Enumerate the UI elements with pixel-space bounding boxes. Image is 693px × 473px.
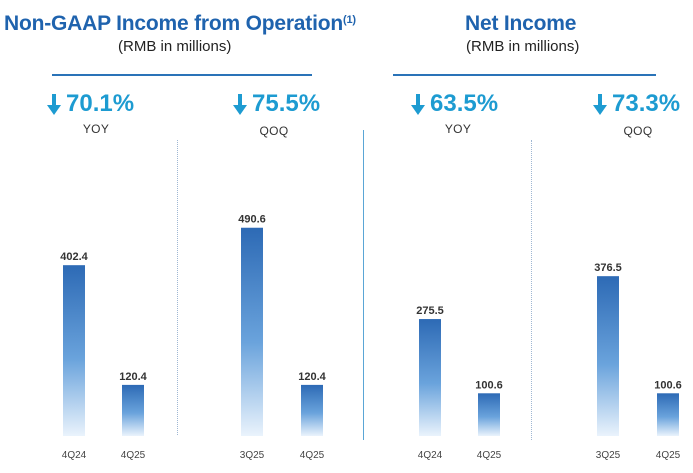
category-label: 3Q25	[240, 450, 265, 461]
qoq-change-net-income: 73.3%	[592, 90, 680, 118]
yoy-change-non-gaap: 70.1%	[46, 90, 134, 118]
panel-subtitle-non-gaap: (RMB in millions)	[118, 38, 232, 55]
category-label: 4Q25	[477, 450, 502, 461]
qoq-label-non-gaap: QOQ	[259, 124, 289, 138]
category-label: 4Q25	[300, 450, 325, 461]
divider-dotted-left	[177, 140, 178, 435]
title-rule-non-gaap	[52, 74, 312, 76]
category-label: 4Q24	[418, 450, 443, 461]
footnote-marker: (1)	[342, 14, 356, 26]
arrow-down-icon	[233, 94, 247, 115]
bar-value-label: 120.4	[298, 371, 326, 383]
bar-3q25-4	[597, 276, 619, 436]
yoy-change-net-income: 63.5%	[410, 90, 498, 118]
category-label: 3Q25	[596, 450, 621, 461]
bar-4q24-3	[419, 319, 441, 436]
panel-title-net-income: Net Income	[465, 12, 577, 35]
qoq-change-value: 75.5%	[252, 90, 321, 117]
bar-value-label: 120.4	[119, 371, 147, 383]
arrow-down-icon	[47, 94, 61, 115]
bar-value-label: 490.6	[238, 214, 266, 226]
panel-title-non-gaap: Non-GAAP Income from Operation(1)	[4, 12, 356, 36]
divider-panels	[363, 130, 364, 440]
yoy-label-net-income: YOY	[444, 122, 472, 136]
qoq-label-net-income: QOQ	[623, 124, 653, 138]
qoq-change-non-gaap: 75.5%	[232, 90, 320, 118]
bar-value-label: 402.4	[60, 251, 88, 263]
bar-4q24-1	[63, 265, 85, 436]
bar-value-label: 275.5	[416, 305, 444, 317]
category-label: 4Q25	[121, 450, 146, 461]
bar-4q25-2	[301, 384, 323, 436]
category-label: 4Q25	[656, 450, 681, 461]
panel-subtitle-net-income: (RMB in millions)	[466, 38, 580, 55]
yoy-change-value: 70.1%	[66, 90, 135, 117]
category-label: 4Q24	[62, 450, 87, 461]
bar-value-label: 376.5	[594, 262, 622, 274]
yoy-label-non-gaap: YOY	[82, 122, 110, 136]
bar-value-label: 100.6	[654, 379, 682, 391]
arrow-down-icon	[593, 94, 607, 115]
yoy-change-value: 63.5%	[430, 90, 499, 117]
divider-dotted-right	[531, 140, 532, 440]
bar-4q25-1	[122, 384, 144, 436]
bar-4q25-3	[478, 393, 500, 436]
arrow-down-icon	[411, 94, 425, 115]
qoq-change-value: 73.3%	[612, 90, 681, 117]
bar-value-label: 100.6	[475, 379, 503, 391]
bar-3q25-2	[241, 227, 263, 436]
panel-title-text: Non-GAAP Income from Operation	[4, 12, 343, 35]
bar-4q25-4	[657, 393, 679, 436]
title-rule-net-income	[393, 74, 656, 76]
